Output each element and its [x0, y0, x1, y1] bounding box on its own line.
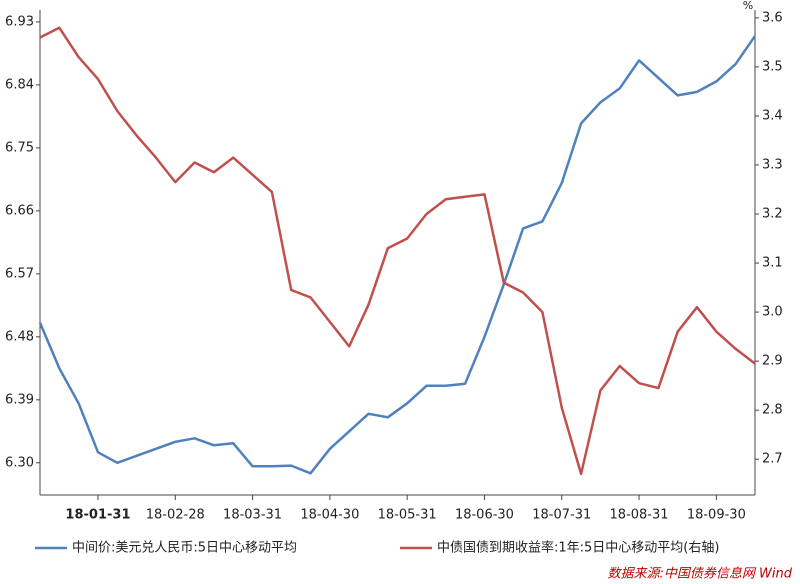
y2-tick-label: 2.7 [762, 452, 783, 467]
x-tick-label: 18-02-28 [146, 508, 205, 523]
y-tick-label: 6.66 [5, 203, 34, 218]
x-tick-label: 18-07-31 [532, 508, 591, 523]
y2-tick-label: 3.3 [762, 157, 783, 172]
legend-label: 中间价:美元兑人民币:5日中心移动平均 [72, 541, 297, 556]
y2-tick-label: 3.5 [762, 59, 783, 74]
y2-tick-label: 3.6 [762, 10, 783, 25]
y-tick-label: 6.93 [5, 14, 34, 29]
y-tick-label: 6.39 [5, 392, 34, 407]
x-tick-label: 18-03-31 [223, 508, 282, 523]
y-tick-label: 6.48 [5, 329, 34, 344]
source: 数据来源:中国债券信息网 Wind [608, 566, 793, 582]
y2-tick-label: 3.4 [762, 108, 783, 123]
y-tick-label: 6.57 [5, 266, 34, 281]
y2-tick-label: 2.9 [762, 354, 783, 369]
y2-tick-label: 2.8 [762, 403, 783, 418]
unit-label: % [743, 0, 753, 12]
y2-tick-label: 3.0 [762, 305, 783, 320]
series-line [39, 26, 756, 476]
x-tick-label: 18-01-31 [65, 508, 130, 523]
x-tick-label: 18-04-30 [300, 508, 359, 523]
y2-tick-label: 3.1 [762, 256, 783, 271]
x-tick-label: 18-09-30 [687, 508, 746, 523]
y2-tick-label: 3.2 [762, 207, 783, 222]
series-line [38, 35, 757, 475]
x-tick-label: 18-05-31 [378, 508, 437, 523]
y-tick-label: 6.84 [5, 77, 34, 92]
y-tick-label: 6.30 [5, 455, 34, 470]
legend-label: 中债国债到期收益率:1年:5日中心移动平均(右轴) [437, 540, 719, 556]
x-tick-label: 18-08-31 [610, 508, 669, 523]
x-tick-label: 18-06-30 [455, 508, 514, 523]
y-tick-label: 6.75 [5, 140, 34, 155]
